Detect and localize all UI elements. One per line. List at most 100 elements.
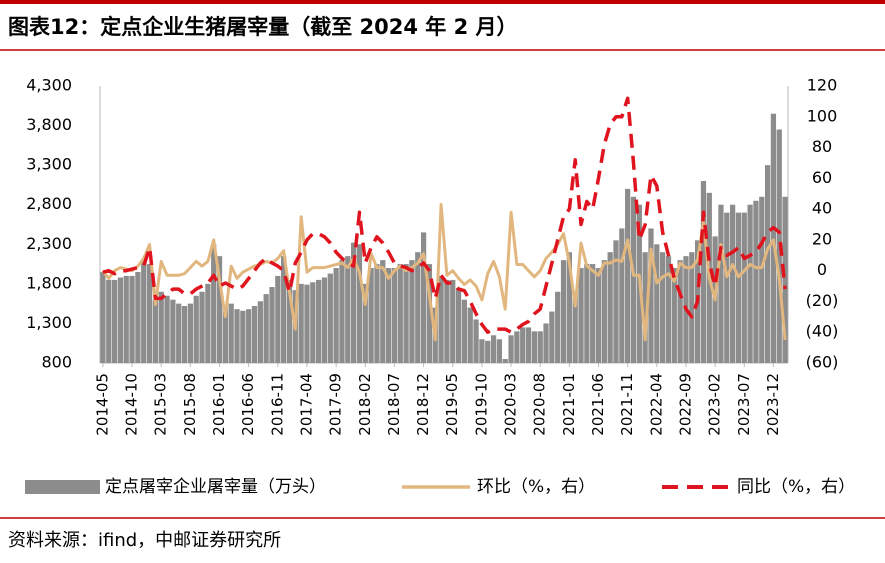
bar [619, 228, 625, 363]
bar [607, 252, 613, 363]
bar [316, 279, 322, 363]
legend-label: 环比（%，右） [477, 477, 595, 497]
chart-title: 图表12：定点企业生猪屠宰量（截至 2024 年 2 月） [8, 15, 518, 39]
y2-tick-label: 0 [817, 260, 827, 279]
bar [152, 299, 159, 363]
bar [368, 268, 374, 363]
x-tick-label: 2020-08 [531, 373, 549, 436]
bar [764, 165, 771, 363]
x-tick-label: 2019-05 [443, 373, 461, 436]
bar [176, 303, 182, 363]
bar [234, 309, 240, 363]
y2-tick-label: (20) [806, 291, 839, 310]
bar [257, 301, 263, 363]
bar [572, 291, 578, 363]
bar [339, 260, 345, 363]
x-tick-label: 2016-06 [239, 373, 257, 436]
y2-tick-label: (60) [806, 353, 839, 372]
bar [263, 294, 269, 363]
bar [193, 295, 199, 363]
y-tick-label: 1,300 [26, 313, 72, 332]
bar [281, 256, 287, 363]
bar [327, 273, 333, 363]
y2-tick-label: 120 [807, 76, 838, 95]
bar [613, 240, 619, 363]
x-tick-label: 2021-06 [589, 373, 607, 436]
y-tick-label: 3,300 [26, 155, 72, 174]
bar [496, 339, 503, 363]
bar [543, 323, 549, 363]
y2-tick-label: 80 [812, 137, 832, 156]
bar [106, 279, 112, 363]
y-tick-label: 800 [41, 353, 72, 372]
bar [467, 307, 473, 363]
bar [211, 244, 217, 363]
bar [735, 212, 742, 363]
bar [100, 271, 106, 363]
bar [187, 303, 193, 363]
bar [391, 268, 398, 363]
top-rule [0, 0, 885, 4]
legend-label: 定点屠宰企业屠宰量（万头） [105, 477, 326, 497]
bar [514, 331, 520, 363]
bar [216, 256, 223, 363]
bar [654, 244, 660, 363]
bar [508, 335, 514, 363]
bar [584, 264, 590, 363]
x-tick-label: 2023-07 [735, 373, 753, 436]
bar [345, 256, 351, 363]
bar [595, 268, 602, 363]
bar [490, 335, 497, 363]
y-tick-label: 2,300 [26, 234, 72, 253]
bar [485, 340, 491, 363]
x-tick-label: 2015-03 [152, 373, 170, 436]
y2-tick-label: 100 [807, 106, 838, 125]
bar [566, 252, 572, 363]
x-tick-label: 2016-01 [210, 373, 228, 436]
bar [648, 228, 654, 363]
bar [374, 264, 380, 363]
x-tick-label: 2021-11 [618, 373, 636, 436]
bar [741, 212, 747, 363]
bar [689, 252, 695, 363]
bar [525, 327, 532, 363]
bar [321, 277, 328, 363]
bar [677, 260, 683, 363]
bar [385, 268, 392, 363]
bar [450, 279, 456, 363]
x-tick-label: 2019-10 [472, 373, 490, 436]
bar [310, 282, 316, 363]
x-tick-label: 2023-12 [764, 373, 782, 436]
y-tick-label: 1,800 [26, 273, 72, 292]
legend-label: 同比（%，右） [737, 477, 855, 497]
x-tick-label: 2022-04 [647, 373, 665, 436]
x-tick-label: 2017-09 [327, 373, 345, 436]
bar [479, 339, 485, 363]
bar [240, 310, 246, 363]
bar [700, 180, 707, 363]
y-tick-label: 3,800 [26, 115, 72, 134]
x-tick-label: 2018-07 [385, 373, 403, 436]
bar [729, 204, 736, 363]
bar [275, 275, 281, 363]
bar [601, 260, 607, 363]
y-tick-label: 2,800 [26, 194, 72, 213]
x-tick-label: 2018-02 [356, 373, 374, 436]
bar [286, 279, 293, 363]
bar [549, 311, 555, 363]
x-tick-label: 2022-09 [676, 373, 694, 436]
bar [537, 331, 543, 363]
bar [426, 264, 433, 363]
bar [438, 275, 444, 363]
bar [228, 303, 234, 363]
bar [146, 264, 153, 363]
y2-tick-label: (40) [806, 322, 839, 341]
bar [770, 113, 777, 363]
bar [520, 327, 526, 363]
bar [164, 295, 170, 363]
bar [351, 242, 357, 363]
bar [590, 264, 596, 363]
bar [473, 319, 479, 363]
bar [753, 200, 759, 363]
